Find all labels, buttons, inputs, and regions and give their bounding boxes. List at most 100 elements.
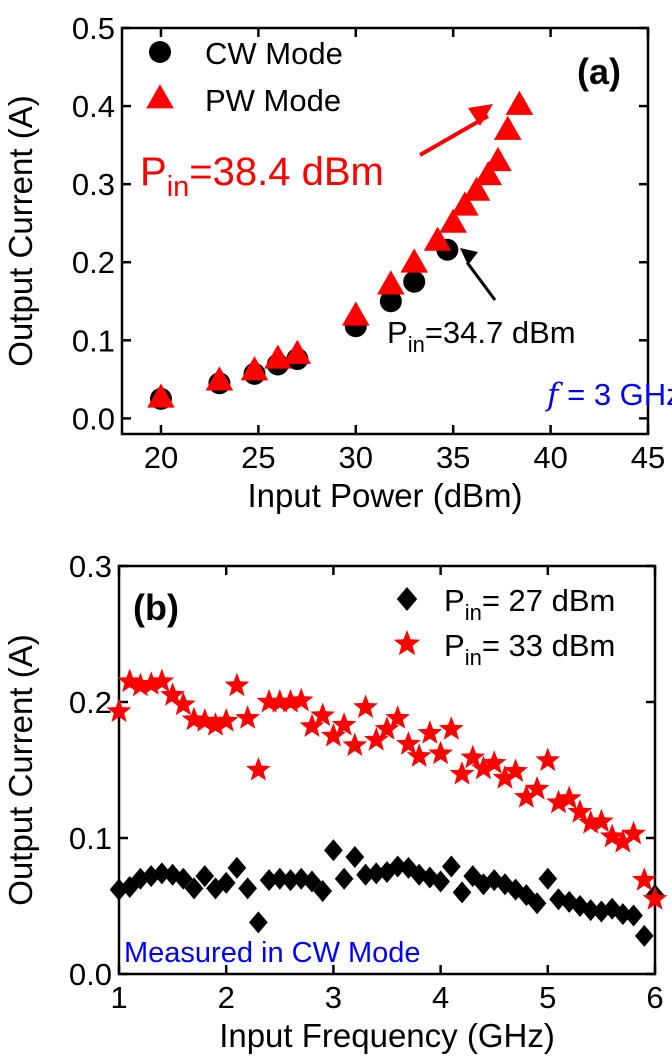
data-point xyxy=(270,867,290,890)
panel-label: (a) xyxy=(577,51,621,92)
y-tick-label: 0.0 xyxy=(72,401,115,436)
data-point xyxy=(388,855,408,878)
data-point xyxy=(589,808,614,833)
data-point xyxy=(556,785,582,810)
data-point xyxy=(341,301,370,326)
legend-label-27dbm-prefix: P xyxy=(444,583,465,618)
data-point xyxy=(310,702,335,727)
data-point xyxy=(173,867,193,890)
y-tick-label: 0.5 xyxy=(72,11,115,46)
data-point xyxy=(138,671,164,695)
data-point xyxy=(345,846,365,869)
legend-label-33dbm: Pin= 33 dBm xyxy=(444,628,615,670)
data-point xyxy=(128,672,153,697)
data-point xyxy=(581,899,601,922)
data-point xyxy=(203,712,228,736)
data-point xyxy=(324,839,343,862)
x-tick-label: 45 xyxy=(631,440,665,475)
data-point xyxy=(452,881,472,904)
annotation-pin-cw-value: =34.7 dBm xyxy=(425,315,576,350)
data-point xyxy=(535,747,561,771)
x-tick-label: 40 xyxy=(533,440,567,475)
data-point xyxy=(288,687,314,712)
legend-label-33dbm-prefix: P xyxy=(444,628,465,663)
y-tick-label: 0.3 xyxy=(72,167,115,202)
legend-marker-33dbm xyxy=(393,630,421,656)
data-point xyxy=(451,191,479,216)
data-point xyxy=(449,761,475,785)
data-point xyxy=(610,829,636,853)
data-point xyxy=(471,755,496,780)
x-tick-label: 35 xyxy=(436,440,470,475)
series-diamond xyxy=(109,839,665,947)
data-point xyxy=(492,765,518,789)
data-point xyxy=(505,90,534,115)
annotation-arrowhead-cw xyxy=(460,248,478,265)
legend-label-cw: CW Mode xyxy=(205,36,343,71)
data-point xyxy=(216,871,236,894)
data-point xyxy=(283,339,312,364)
data-point xyxy=(527,892,547,915)
data-point xyxy=(428,740,453,765)
data-point xyxy=(379,290,402,313)
x-tick-label: 3 xyxy=(325,980,342,1015)
y-tick-label: 0.2 xyxy=(72,245,115,280)
data-point xyxy=(181,706,207,731)
data-point xyxy=(495,873,515,896)
data-point xyxy=(559,890,579,913)
data-point xyxy=(278,689,303,713)
data-point xyxy=(493,115,522,140)
data-point xyxy=(246,757,271,781)
data-point xyxy=(460,744,486,769)
data-point xyxy=(567,799,593,823)
x-axis-title: Input Frequency (GHz) xyxy=(219,1017,555,1054)
data-point xyxy=(538,867,558,890)
data-point xyxy=(353,694,378,718)
legend-label-pw: PW Mode xyxy=(205,83,341,118)
data-point xyxy=(195,865,215,888)
data-point xyxy=(224,672,250,697)
panel-label: (b) xyxy=(133,587,179,628)
data-point xyxy=(334,867,354,890)
data-point xyxy=(517,884,536,907)
y-tick-label: 0.1 xyxy=(69,821,112,856)
data-point xyxy=(184,877,204,900)
data-point xyxy=(439,208,467,233)
data-point xyxy=(299,713,325,737)
panel-a-chart: 20 25 30 35 40 45 0.0 0.1 0.2 0.3 0.4 0.5 Input Powe… xyxy=(2,11,672,514)
y-tick-label: 0.0 xyxy=(69,957,112,992)
data-point xyxy=(396,731,421,755)
y-tick-label: 0.4 xyxy=(72,89,115,124)
data-point xyxy=(431,870,450,893)
data-point xyxy=(117,668,143,693)
data-point xyxy=(599,823,625,848)
series-star xyxy=(106,668,668,910)
legend-marker-cw xyxy=(149,41,171,63)
data-point xyxy=(313,880,333,903)
legend-label-33dbm-subscript: in xyxy=(465,645,482,670)
annotation-pin-pw: Pin=38.4 dBm xyxy=(140,150,384,203)
annotation-pin-cw-prefix: P xyxy=(387,315,408,350)
data-point xyxy=(642,886,668,910)
data-point xyxy=(439,716,464,740)
legend-label-27dbm: Pin= 27 dBm xyxy=(444,583,615,625)
data-point xyxy=(417,720,443,744)
annotation-arrow-cw xyxy=(465,261,497,301)
x-tick-label: 30 xyxy=(339,440,373,475)
data-point xyxy=(524,776,550,800)
data-point xyxy=(259,869,279,892)
data-point xyxy=(481,750,507,774)
measurement-note: Measured in CW Mode xyxy=(124,937,421,969)
annotation-pin-pw-value: =38.4 dBm xyxy=(189,150,384,194)
data-point xyxy=(366,862,386,885)
legend-label-27dbm-value: = 27 dBm xyxy=(482,583,616,618)
y-tick-label: 0.2 xyxy=(69,685,112,720)
data-point xyxy=(423,226,452,251)
data-point xyxy=(281,869,300,892)
data-point xyxy=(235,705,260,729)
data-point xyxy=(400,248,429,273)
series-triangle xyxy=(147,90,534,408)
data-point xyxy=(238,877,257,900)
data-point xyxy=(240,356,269,381)
